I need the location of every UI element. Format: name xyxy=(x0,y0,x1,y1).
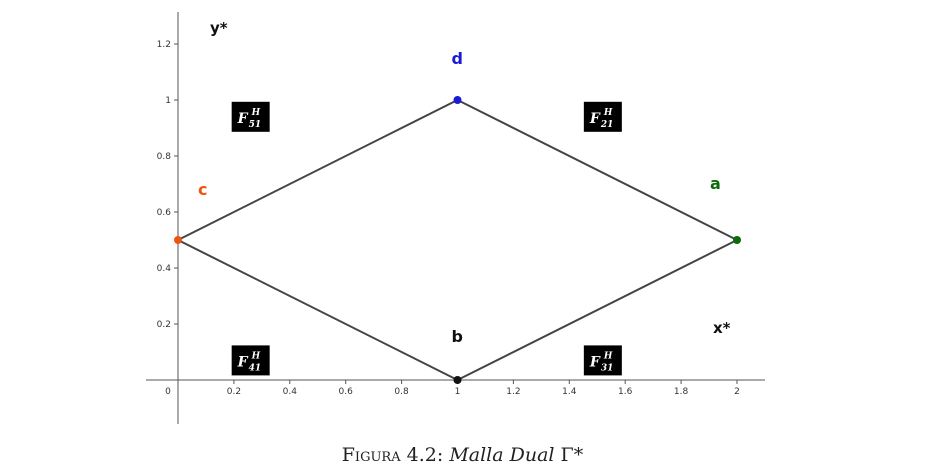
x-tick-label: 1.2 xyxy=(506,387,520,397)
x-axis-name: x* xyxy=(713,319,731,337)
caption-symbol: Γ* xyxy=(560,444,584,466)
x-tick-label: 2 xyxy=(734,387,740,397)
region-badge-F41 xyxy=(231,345,270,376)
point-label-a: a xyxy=(710,174,721,193)
point-label-c: c xyxy=(198,180,207,199)
x-tick-label: 1.8 xyxy=(674,387,689,397)
point-b xyxy=(453,376,462,384)
region-badge-sup: H xyxy=(251,351,261,361)
region-badge-sub: 41 xyxy=(249,363,262,373)
edge-a-b xyxy=(456,239,738,381)
region-badge-F31 xyxy=(583,345,622,376)
mesh-diagram: 0 0.2 0.4 0.6 0.8 1 1.2 1.4 1.6 1.8 2 0.2 0.4 0.6 0.8 1… xyxy=(146,12,765,424)
x-tick-label: 1 xyxy=(455,387,461,397)
x-tick-label: 0.6 xyxy=(339,387,354,397)
y-tick-label: 0.6 xyxy=(157,208,172,218)
region-badge-base: F xyxy=(237,354,249,370)
point-c xyxy=(174,236,182,244)
x-tick-label: 0.4 xyxy=(283,387,298,397)
point-label-d: d xyxy=(452,49,463,68)
figure-caption: Figura 4.2: Malla Dual Γ* xyxy=(0,444,925,466)
region-badge-base: F xyxy=(589,111,601,127)
caption-number: 4.2: xyxy=(406,444,444,466)
region-badge-sup: H xyxy=(251,108,261,118)
x-tick-label: 1.4 xyxy=(562,387,577,397)
x-tick-label: 0.2 xyxy=(227,387,241,397)
x-tick-label: 1.6 xyxy=(618,387,633,397)
region-badge-base: F xyxy=(237,111,249,127)
region-badge-base: F xyxy=(589,354,601,370)
caption-title: Malla Dual xyxy=(449,444,555,466)
y-tick-label: 0.2 xyxy=(157,320,171,330)
edge-b-c xyxy=(177,239,459,381)
y-tick-label: 1 xyxy=(165,96,171,106)
y-axis-name: y* xyxy=(210,19,228,37)
region-badge-F21 xyxy=(583,101,622,132)
region-badge-sup: H xyxy=(603,351,613,361)
region-badge-sub: 31 xyxy=(601,363,614,373)
point-a xyxy=(733,236,741,244)
y-tick-label: 1.2 xyxy=(157,40,171,50)
x-tick-label: 0.8 xyxy=(394,387,409,397)
region-badge-sub: 51 xyxy=(249,120,262,130)
edge-d-a xyxy=(456,99,738,241)
caption-figure-word: Figura xyxy=(341,444,401,466)
region-badge-sub: 21 xyxy=(600,120,614,130)
region-badge-sup: H xyxy=(603,108,613,118)
point-d xyxy=(453,96,462,104)
edge-c-d xyxy=(177,99,459,241)
region-badge-F51 xyxy=(231,101,270,132)
point-label-b: b xyxy=(452,327,463,346)
x-tick-label: 0 xyxy=(165,387,171,397)
y-tick-label: 0.8 xyxy=(157,152,172,162)
y-tick-label: 0.4 xyxy=(157,264,172,274)
